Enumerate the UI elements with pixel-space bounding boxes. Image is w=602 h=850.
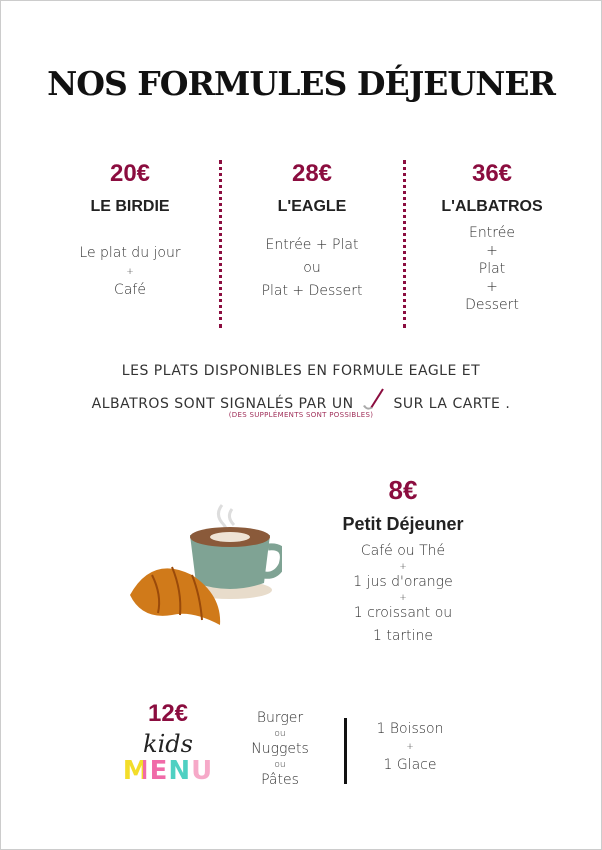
price: 8€ (388, 475, 418, 505)
kids-logo-bottom: MENU (118, 758, 218, 784)
desc-line: 1 Boisson (376, 721, 444, 737)
golf-club-icon (362, 388, 384, 410)
price: 12€ (147, 700, 189, 727)
desc-line: Café (114, 282, 146, 298)
vertical-divider (344, 718, 347, 784)
formule-name: L'EAGLE (277, 198, 347, 215)
desc-line: ou (303, 260, 321, 276)
note-text: ALBATROS SONT SIGNALÉS PAR UN (91, 396, 354, 412)
supplement-note: (DES SUPPLÉMENTS SONT POSSIBLES) (228, 411, 374, 419)
note-line-1: LES PLATS DISPONIBLES EN FORMULE EAGLE E… (121, 363, 481, 379)
desc-line: Café ou Thé (360, 543, 446, 559)
desc-line: Entrée + Plat (265, 237, 359, 253)
desc-line: 1 croissant ou (353, 605, 453, 621)
kids-logo-top: kids (143, 730, 193, 758)
desc-line: Burger (256, 710, 304, 726)
kids-extras: 1 Boisson + 1 Glace (365, 718, 455, 776)
desc-line: Plat + Dessert (261, 283, 363, 299)
breakfast-name: Petit Déjeuner (342, 514, 464, 534)
note-text: SUR LA CARTE . (393, 396, 511, 412)
desc-line: 1 tartine (372, 628, 434, 644)
formule-name: L'ALBATROS (441, 198, 543, 215)
desc-line: + (486, 243, 498, 259)
desc-line: + (399, 593, 407, 603)
desc-line: 1 Glace (383, 757, 437, 773)
desc-line: Dessert (465, 297, 519, 313)
desc-line: ou (274, 729, 286, 739)
desc-line: Nuggets (251, 741, 309, 757)
price: 20€ (109, 160, 151, 187)
coffee-croissant-illustration (130, 504, 282, 625)
formule-albatros: 36€ L'ALBATROS Entrée + Plat + Dessert (402, 160, 582, 314)
note-line-2: ALBATROS SONT SIGNALÉS PAR UN SUR LA CAR… (0, 388, 602, 414)
page-title: NOS FORMULES DÉJEUNER (47, 64, 556, 103)
formule-name: LE BIRDIE (90, 198, 170, 215)
desc-line: + (399, 562, 407, 572)
kids-mains: Burger ou Nuggets ou Pâtes (240, 710, 320, 789)
desc-line: Pâtes (261, 772, 299, 788)
desc-line: Plat (478, 261, 506, 277)
price: 36€ (471, 160, 513, 187)
breakfast-section: 8€ Petit Déjeuner Café ou Thé + 1 jus d'… (313, 475, 493, 645)
desc-line: Le plat du jour (79, 245, 181, 261)
desc-line: 1 jus d'orange (353, 574, 453, 590)
dotted-divider (403, 160, 406, 328)
formule-eagle: 28€ L'EAGLE Entrée + Plat ou Plat + Dess… (222, 160, 402, 303)
desc-line: + (486, 279, 498, 295)
formule-birdie: 20€ LE BIRDIE Le plat du jour + Café (40, 160, 220, 302)
price: 28€ (291, 160, 333, 187)
kids-section: 12€ kids MENU (118, 700, 218, 784)
desc-line: ou (274, 760, 286, 770)
dotted-divider (219, 160, 222, 328)
desc-line: Entrée (469, 225, 515, 241)
desc-line: + (406, 742, 414, 752)
desc-line: + (126, 267, 134, 277)
